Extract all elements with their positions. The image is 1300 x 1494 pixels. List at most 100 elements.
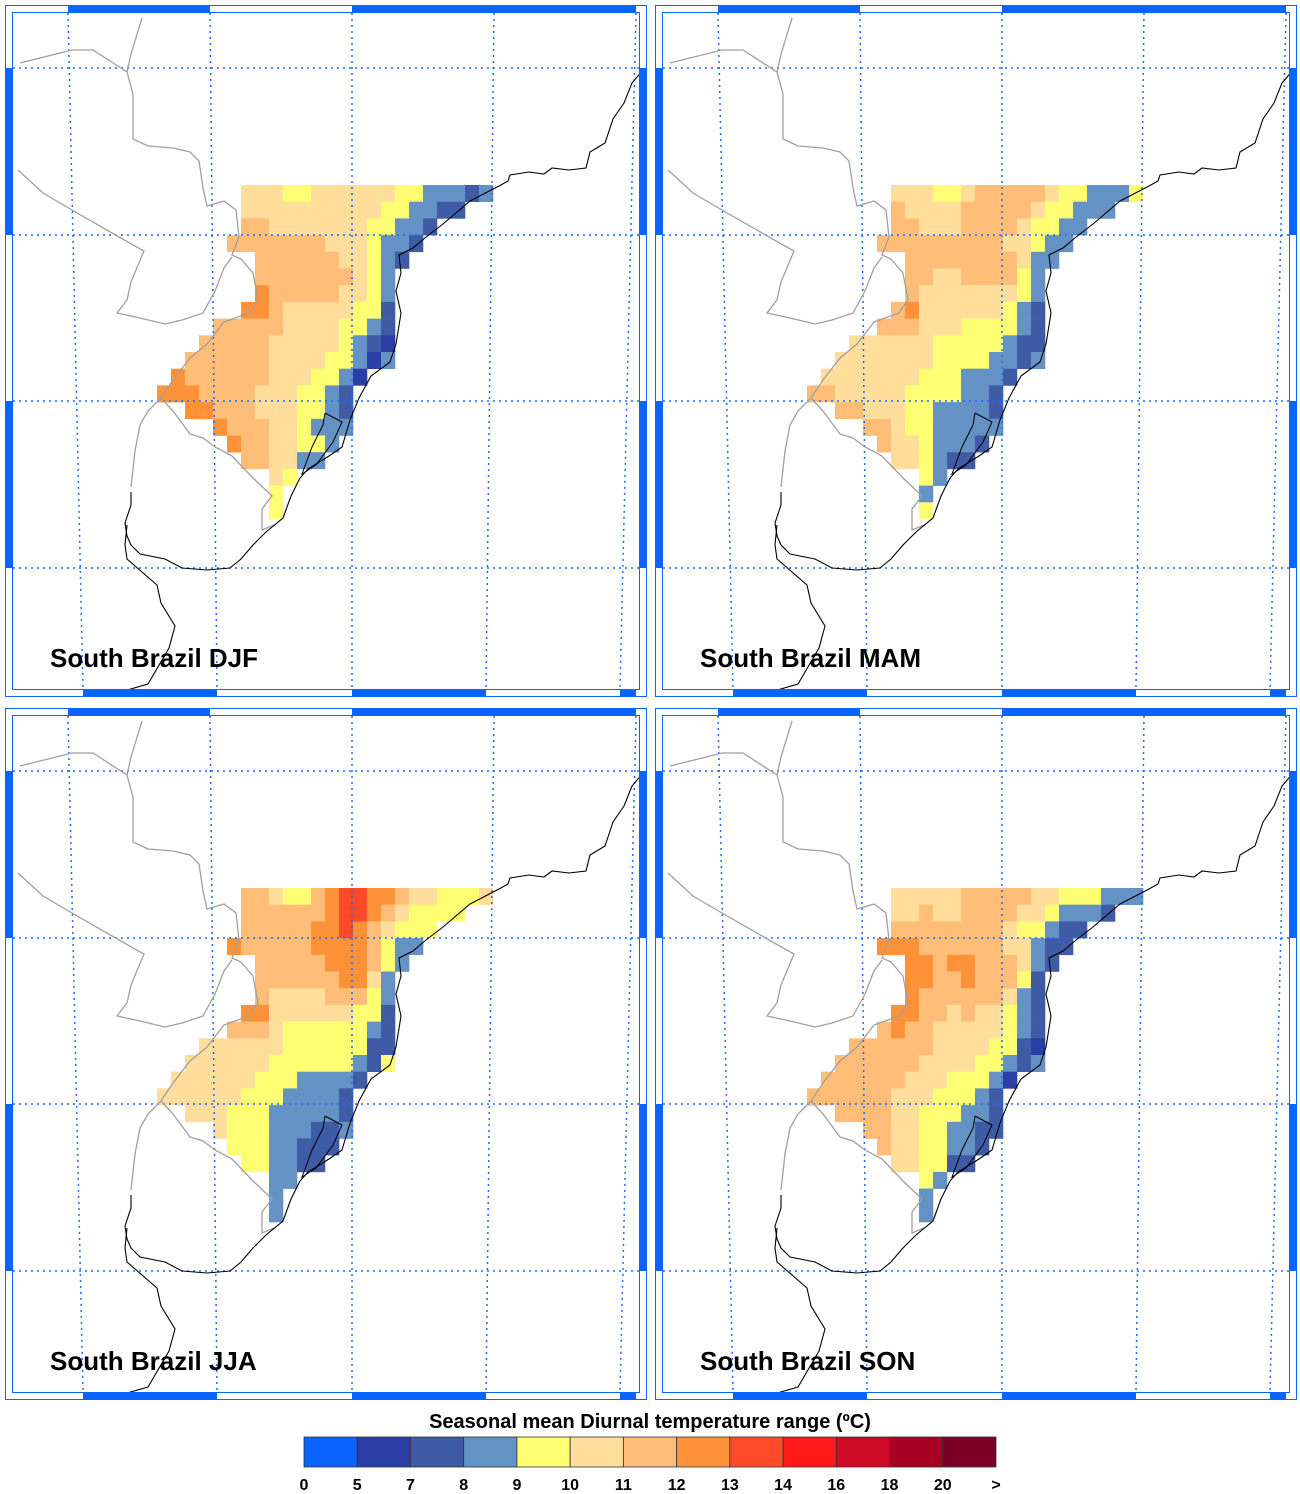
- grid-cell: [269, 285, 284, 303]
- frame-tick-bar: [655, 401, 662, 568]
- grid-cell: [227, 1105, 242, 1123]
- grid-cell: [919, 971, 934, 989]
- grid-cell: [311, 368, 326, 386]
- grid-cell: [297, 938, 312, 956]
- grid-cell: [933, 1004, 948, 1022]
- grid-cell: [1031, 1004, 1046, 1022]
- grid-cell: [1101, 904, 1116, 922]
- grid-cell: [1059, 218, 1074, 236]
- grid-cell: [891, 1071, 906, 1089]
- grid-cell: [311, 1055, 326, 1072]
- grid-cell: [933, 1071, 948, 1089]
- colorbar-tick-label: 7: [406, 1477, 415, 1494]
- frame-outer: [655, 5, 1297, 697]
- grid-cell: [283, 1121, 298, 1139]
- grid-cell: [269, 921, 284, 939]
- grid-cell: [367, 971, 382, 989]
- grid-cell: [905, 904, 920, 922]
- frame-tick-bar: [655, 68, 662, 235]
- grid-cell: [975, 1004, 990, 1022]
- grid-cell: [297, 1021, 312, 1039]
- grid-cell: [1017, 1038, 1032, 1056]
- grid-cell: [919, 921, 934, 939]
- grid-cell: [1017, 185, 1032, 202]
- grid-cell: [1031, 318, 1046, 336]
- grid-cell: [269, 385, 284, 403]
- grid-cell: [339, 1088, 354, 1106]
- grid-cell: [367, 904, 382, 922]
- grid-cell: [311, 251, 326, 269]
- grid-cell: [877, 1138, 892, 1156]
- grid-cell: [1045, 938, 1060, 956]
- grid-cell: [891, 418, 906, 436]
- grid-cell: [409, 921, 424, 939]
- grid-cell: [241, 904, 256, 922]
- frame-tick-bar: [640, 1104, 647, 1271]
- grid-cell: [975, 301, 990, 319]
- grid-cell: [919, 1205, 934, 1223]
- grid-cell: [891, 1138, 906, 1156]
- grid-cell: [961, 938, 976, 956]
- grid-cell: [961, 1071, 976, 1089]
- grid-cell: [1045, 218, 1060, 236]
- grid-cell: [933, 971, 948, 989]
- grid-cell: [891, 1021, 906, 1039]
- grid-cell: [961, 921, 976, 939]
- grid-cell: [1003, 888, 1018, 905]
- grid-cell: [451, 888, 466, 905]
- grid-cell: [905, 251, 920, 269]
- grid-cell: [185, 385, 200, 403]
- grid-cell: [1031, 938, 1046, 956]
- grid-cell: [367, 285, 382, 303]
- grid-cell: [297, 301, 312, 319]
- grid-cell: [891, 301, 906, 319]
- grid-cell: [199, 385, 214, 403]
- grid-cell: [919, 485, 934, 503]
- grid-cell: [283, 888, 298, 905]
- grid-cell: [1031, 268, 1046, 286]
- grid-cell: [989, 251, 1004, 269]
- grid-cell: [325, 1038, 340, 1056]
- grid-cell: [891, 921, 906, 939]
- country-border: [669, 49, 778, 73]
- grid-cell: [961, 1088, 976, 1106]
- grid-cell: [933, 1121, 948, 1139]
- grid-cell: [367, 201, 382, 219]
- grid-cell: [339, 971, 354, 989]
- grid-cell: [933, 1088, 948, 1106]
- grid-cell: [1073, 904, 1088, 922]
- grid-cell: [933, 1105, 948, 1123]
- grid-cell: [325, 251, 340, 269]
- grid-cell: [241, 1121, 256, 1139]
- grid-cell: [947, 988, 962, 1006]
- grid-cell: [1017, 235, 1032, 253]
- coastline: [774, 69, 1294, 571]
- grid-cell: [1073, 185, 1088, 202]
- grid-cell: [961, 971, 976, 989]
- grid-cell: [311, 1138, 326, 1156]
- grid-cell: [367, 921, 382, 939]
- grid-cell: [255, 285, 270, 303]
- grid-cell: [353, 368, 368, 386]
- grid-cell: [339, 235, 354, 253]
- grid-cell: [905, 318, 920, 336]
- grid-cell: [171, 1071, 186, 1089]
- grid-cell: [269, 954, 284, 972]
- grid-cell: [325, 301, 340, 319]
- grid-cell: [381, 201, 396, 219]
- grid-cell: [891, 335, 906, 353]
- grid-cell: [367, 888, 382, 905]
- grid-cell: [919, 888, 934, 905]
- grid-cell: [961, 888, 976, 905]
- grid-cell: [849, 1071, 864, 1089]
- grid-cell: [409, 888, 424, 905]
- grid-cell: [1017, 251, 1032, 269]
- grid-cell: [297, 1004, 312, 1022]
- grid-cell: [891, 938, 906, 956]
- grid-cell: [353, 352, 368, 369]
- grid-cell: [1003, 938, 1018, 956]
- grid-cell: [961, 285, 976, 303]
- grid-cell: [367, 335, 382, 353]
- frame-tick-bar: [1290, 771, 1297, 938]
- grid-cell: [933, 335, 948, 353]
